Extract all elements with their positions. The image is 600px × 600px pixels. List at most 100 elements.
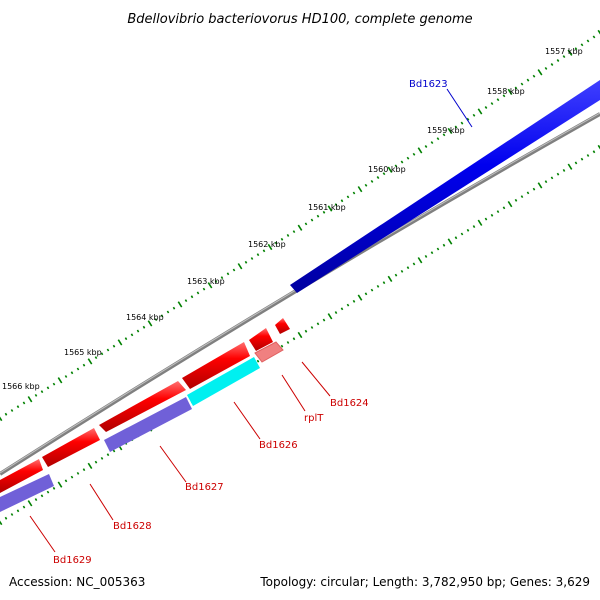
inner-scale-tick bbox=[412, 262, 416, 266]
gene-bd1624-feature[interactable] bbox=[275, 318, 290, 334]
outer-scale-tick bbox=[0, 416, 3, 422]
inner-scale-tick bbox=[490, 213, 494, 217]
outer-scale-tick bbox=[280, 237, 284, 241]
outer-scale-tick bbox=[304, 222, 308, 226]
inner-scale-tick bbox=[22, 505, 26, 509]
inner-scale-tick bbox=[364, 292, 368, 296]
inner-scale-tick bbox=[52, 486, 56, 490]
outer-scale-tick bbox=[124, 337, 128, 341]
outer-scale-tick bbox=[316, 214, 320, 218]
gene-bd1626-feature[interactable] bbox=[187, 357, 260, 406]
outer-scale-tick bbox=[154, 318, 158, 322]
leader-bd1627 bbox=[159, 445, 187, 483]
gene-bd1628-feature[interactable] bbox=[42, 428, 100, 467]
inner-scale-tick bbox=[340, 307, 344, 311]
inner-scale-ticks bbox=[0, 144, 600, 526]
gene-label-bd1627[interactable]: Bd1627 bbox=[185, 482, 224, 493]
gene-label-bd1628[interactable]: Bd1628 bbox=[113, 521, 152, 532]
outer-scale-tick bbox=[214, 280, 218, 283]
outer-scale-tick bbox=[352, 191, 356, 195]
outer-scale-tick bbox=[597, 29, 600, 35]
outer-scale-tick bbox=[526, 78, 530, 82]
inner-scale-tick bbox=[376, 284, 380, 288]
gene-bd1627-purple-feature[interactable] bbox=[104, 397, 192, 452]
gene-rplt-feature[interactable] bbox=[254, 341, 284, 363]
outer-scale-tick bbox=[297, 224, 303, 231]
inner-scale-tick bbox=[27, 500, 33, 507]
outer-scale-tick bbox=[106, 348, 110, 352]
inner-scale-tick bbox=[400, 269, 404, 273]
outer-scale-tick bbox=[514, 86, 518, 90]
inner-scale-tick bbox=[327, 313, 333, 320]
inner-scale-tick bbox=[280, 344, 284, 348]
scale-labels: 1557 kbp 1558 kbp 1559 kbp 1560 kbp 1561… bbox=[2, 47, 583, 391]
gene-label-bd1626[interactable]: Bd1626 bbox=[259, 440, 298, 451]
outer-scale-tick bbox=[376, 176, 380, 180]
inner-scale-tick bbox=[544, 180, 548, 184]
gene-label-bd1629[interactable]: Bd1629 bbox=[53, 555, 92, 566]
inner-scale-tick bbox=[394, 273, 398, 277]
leader-bd1624 bbox=[301, 361, 331, 397]
genome-stats-text: Topology: circular; Length: 3,782,950 bp… bbox=[259, 575, 590, 589]
outer-scale-tick bbox=[130, 333, 134, 337]
gene-bd1629-purple-feature[interactable] bbox=[0, 474, 54, 512]
inner-scale-tick bbox=[256, 359, 260, 363]
inner-scale-tick bbox=[484, 217, 488, 221]
gene-label-rplt[interactable]: rplT bbox=[304, 413, 324, 424]
outer-scale-tick bbox=[244, 260, 248, 264]
inner-scale-tick bbox=[514, 198, 518, 202]
outer-scale-tick bbox=[232, 268, 236, 272]
inner-scale-tick bbox=[82, 468, 86, 472]
scale-label-1559: 1559 kbp bbox=[427, 126, 465, 135]
scale-label-1560: 1560 kbp bbox=[368, 165, 406, 174]
outer-scale-tick bbox=[52, 382, 56, 386]
outer-scale-tick bbox=[447, 127, 453, 135]
outer-scale-tick bbox=[472, 113, 476, 117]
outer-scale-tick bbox=[70, 371, 74, 375]
inner-scale-tick bbox=[40, 494, 44, 498]
inner-scale-tick bbox=[370, 288, 374, 292]
outer-scale-tick bbox=[460, 121, 464, 125]
inner-scale-tick bbox=[316, 322, 320, 326]
inner-scale-tick bbox=[442, 243, 446, 247]
inner-scale-tick bbox=[406, 266, 410, 270]
outer-scale-tick bbox=[136, 329, 140, 333]
inner-scale-tick bbox=[16, 509, 20, 513]
outer-scale-tick bbox=[40, 390, 44, 394]
inner-scale-tick bbox=[346, 303, 350, 307]
outer-scale-tick bbox=[177, 301, 183, 308]
inner-scale-tick bbox=[436, 247, 440, 251]
leader-bd1623 bbox=[446, 88, 473, 128]
leader-bd1628 bbox=[89, 483, 114, 521]
outer-scale-tick bbox=[496, 98, 500, 102]
outer-scale-tick bbox=[310, 218, 314, 222]
scale-label-1565: 1565 kbp bbox=[64, 348, 102, 357]
outer-scale-tick bbox=[466, 117, 470, 121]
inner-scale-tick bbox=[100, 456, 104, 460]
inner-scale-tick bbox=[424, 255, 428, 258]
outer-scale-tick bbox=[357, 186, 363, 193]
gene-bd1623-feature[interactable] bbox=[290, 80, 600, 293]
gene-bd1625-feature[interactable] bbox=[249, 328, 273, 351]
outer-scale-tick bbox=[520, 82, 524, 86]
gene-label-bd1624[interactable]: Bd1624 bbox=[330, 398, 369, 409]
leader-bd1626 bbox=[233, 401, 261, 440]
outer-scale-tick bbox=[507, 88, 513, 96]
outer-scale-tick bbox=[382, 172, 386, 176]
gene-bd1627-feature[interactable] bbox=[99, 381, 186, 432]
outer-scale-tick bbox=[537, 69, 543, 76]
outer-scale-tick bbox=[327, 205, 333, 212]
forward-genes bbox=[0, 318, 290, 493]
outer-scale-tick bbox=[262, 249, 266, 253]
gene-bd1626a-feature[interactable] bbox=[182, 342, 250, 389]
inner-scale-tick bbox=[574, 161, 578, 165]
scale-label-1558: 1558 kbp bbox=[487, 87, 525, 96]
inner-scale-tick bbox=[526, 191, 530, 195]
outer-scale-tick bbox=[64, 375, 68, 378]
inner-scale-tick bbox=[447, 238, 453, 245]
outer-scale-tick bbox=[346, 195, 350, 199]
gene-label-bd1623[interactable]: Bd1623 bbox=[409, 79, 448, 90]
inner-scale-tick bbox=[57, 481, 63, 488]
gene-bd1629-feature[interactable] bbox=[0, 459, 43, 493]
inner-scale-tick bbox=[304, 329, 308, 333]
